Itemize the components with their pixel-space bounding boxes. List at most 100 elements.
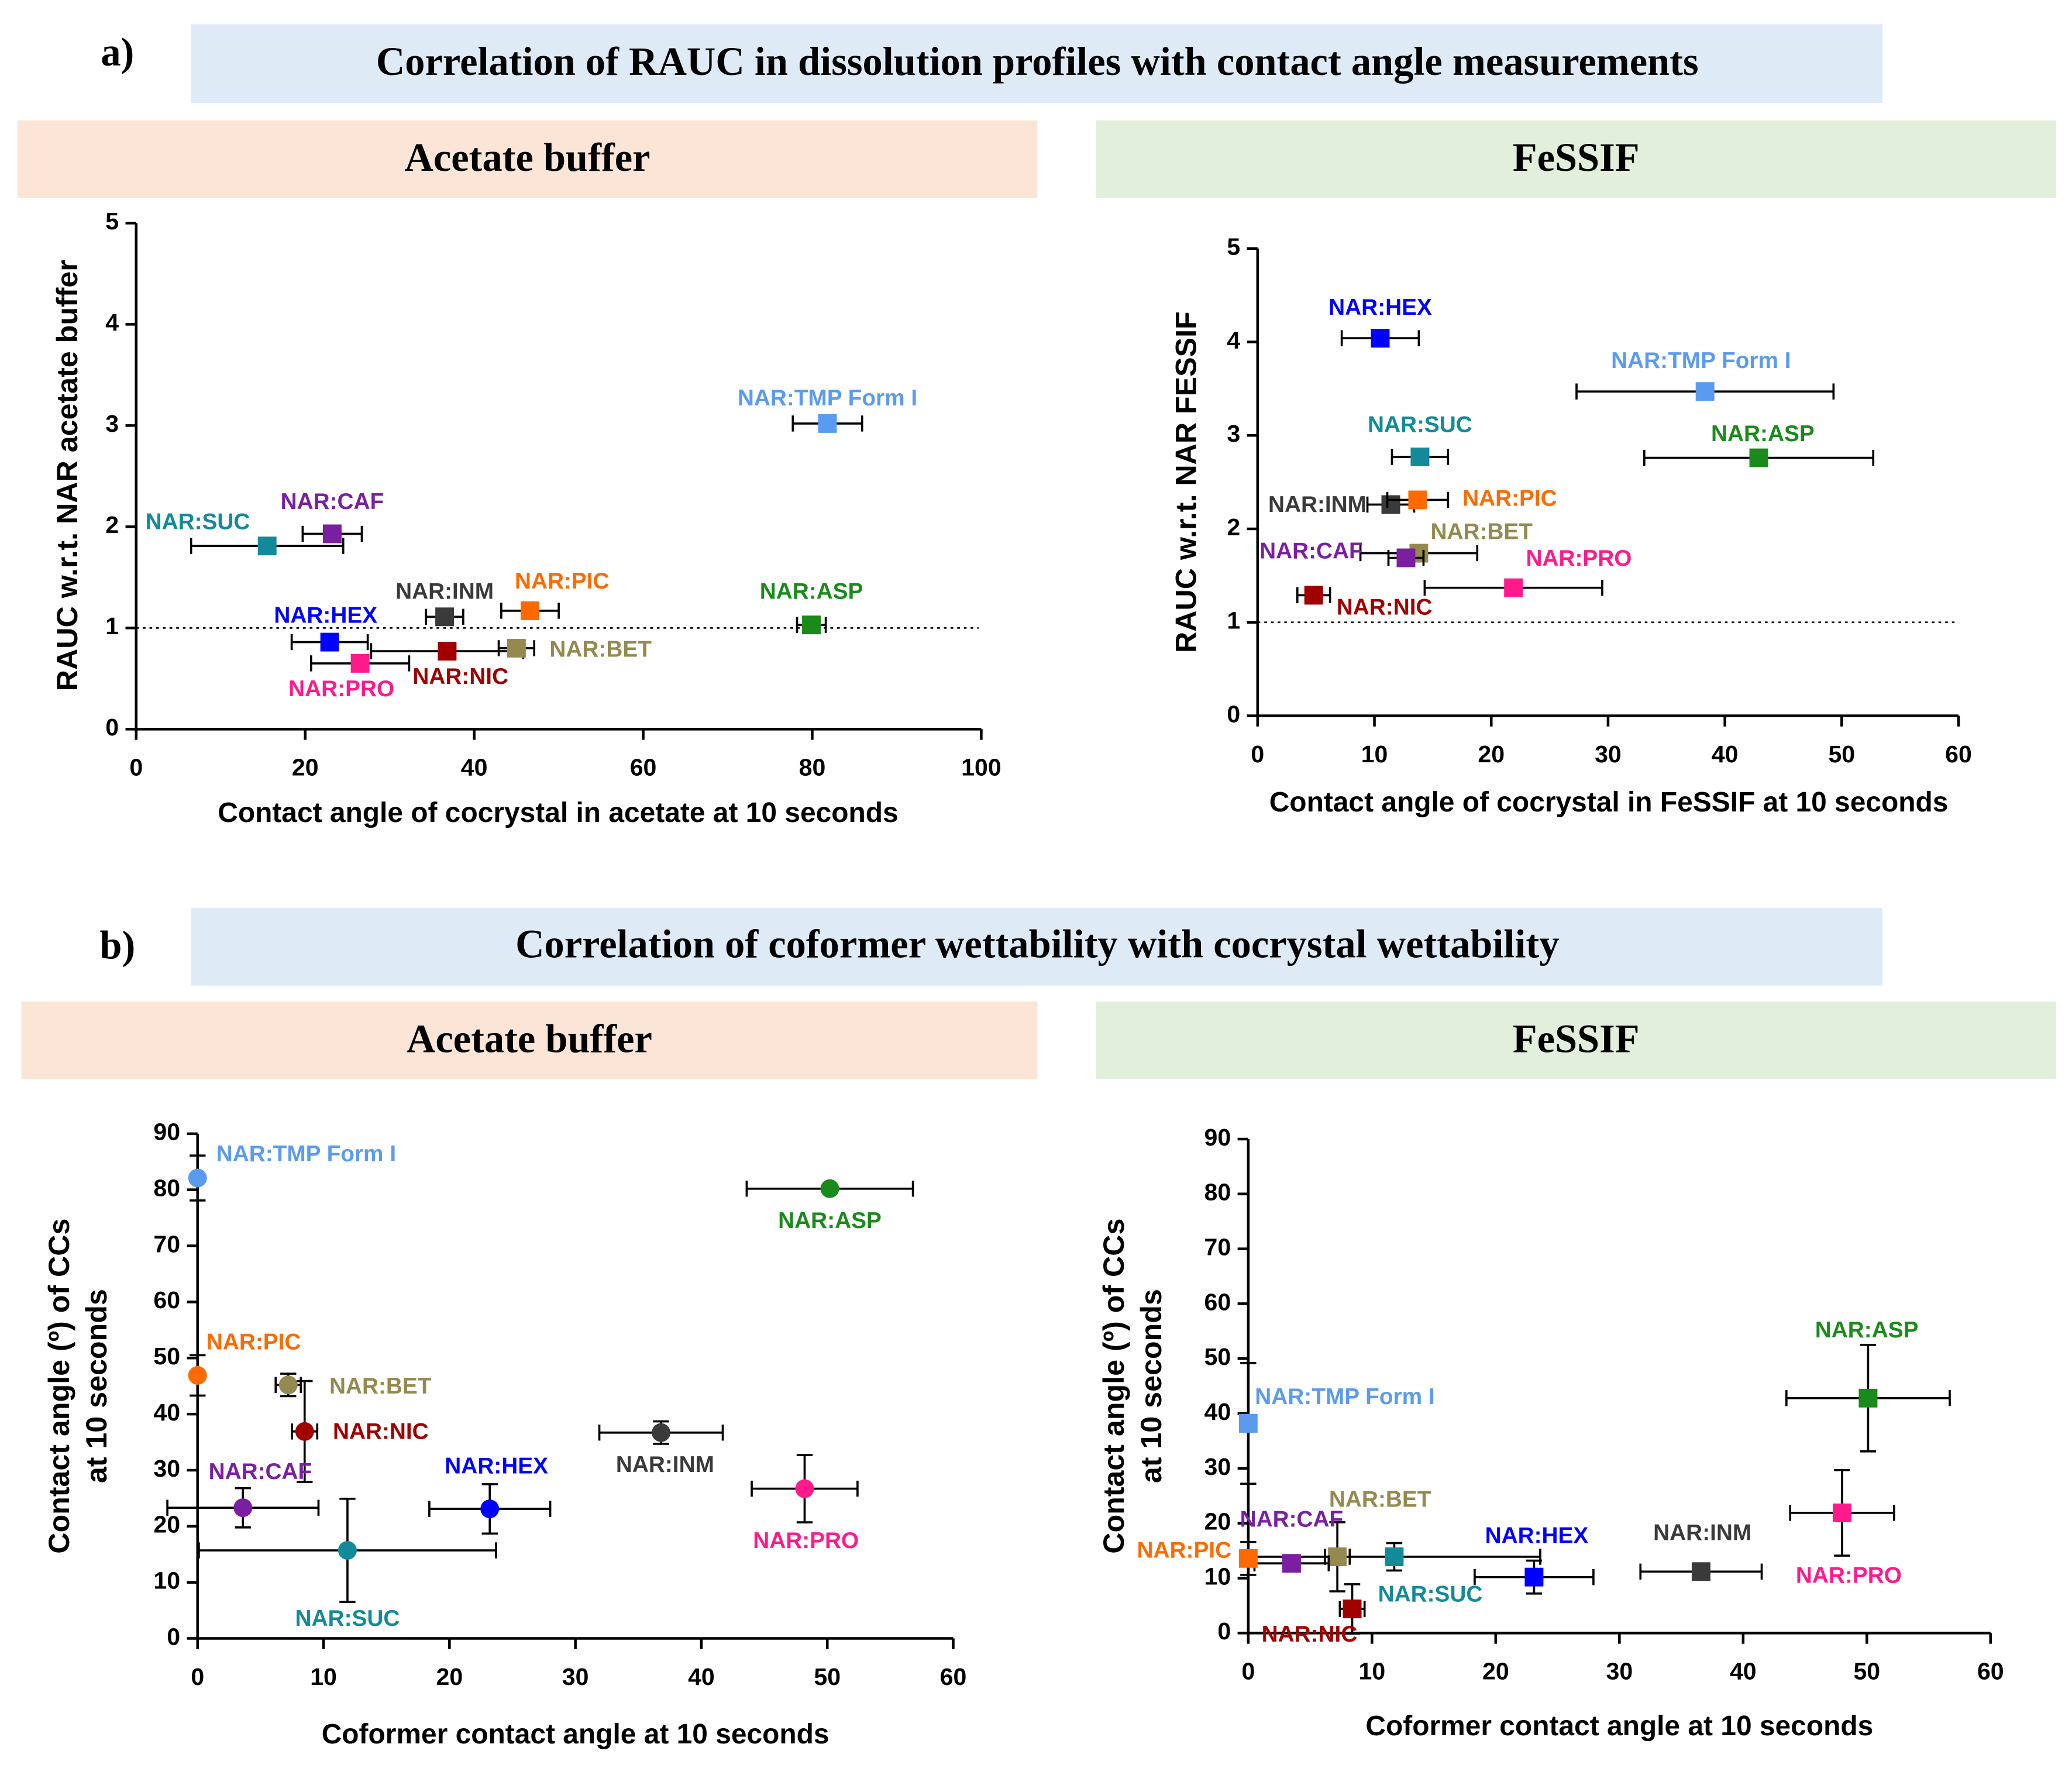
y-tick-label: 30: [1204, 1453, 1231, 1480]
point: [1396, 548, 1416, 567]
y-tick-label: 90: [1204, 1124, 1231, 1151]
y-tick-label: 2: [105, 511, 119, 538]
point: [257, 536, 277, 556]
point: [1695, 382, 1715, 401]
panel-label: b): [99, 923, 135, 968]
point: [233, 1498, 253, 1518]
point: [438, 642, 457, 661]
point-label: NAR:CAF: [209, 1459, 312, 1484]
panel-header: [1096, 1001, 2056, 1079]
y-tick-label: 0: [1227, 700, 1240, 727]
point-label: NAR:INM: [395, 579, 494, 604]
y-tick-label: 2: [1227, 514, 1240, 541]
y-axis-label: at 10 seconds: [80, 1289, 113, 1483]
chart-title: FeSSIF: [1513, 1016, 1640, 1061]
point: [1504, 578, 1523, 597]
y-tick-label: 0: [105, 714, 119, 741]
point: [435, 607, 455, 627]
panel-header: [1096, 120, 2056, 198]
y-tick-label: 5: [105, 208, 119, 235]
panel-header: [17, 120, 1038, 198]
point: [320, 632, 339, 652]
point-label: NAR:HEX: [1328, 295, 1432, 320]
x-tick-label: 20: [1478, 741, 1505, 768]
point-label: NAR:NIC: [333, 1419, 429, 1444]
point-label: NAR:INM: [1268, 492, 1367, 517]
y-tick-label: 30: [153, 1455, 180, 1482]
y-tick-label: 60: [1204, 1288, 1231, 1315]
y-tick-label: 1: [1227, 607, 1240, 634]
point-label: NAR:PRO: [753, 1528, 859, 1553]
x-axis-label: Coformer contact angle at 10 seconds: [322, 1719, 830, 1750]
x-tick-label: 40: [461, 754, 488, 781]
y-axis-label: RAUC w.r.t. NAR FESSIF: [1169, 311, 1202, 653]
y-tick-label: 80: [1204, 1179, 1231, 1206]
x-tick-label: 20: [292, 754, 319, 781]
banner: [191, 908, 1882, 986]
x-tick-label: 80: [799, 754, 826, 781]
point: [1385, 1547, 1404, 1566]
x-tick-label: 30: [1606, 1658, 1633, 1685]
x-tick-label: 30: [1595, 741, 1622, 768]
y-tick-label: 10: [1204, 1563, 1231, 1590]
x-tick-label: 40: [1712, 741, 1739, 768]
x-tick-label: 50: [814, 1663, 841, 1690]
y-tick-label: 1: [105, 613, 119, 639]
point-label: NAR:TMP Form I: [1611, 348, 1791, 373]
point: [1238, 1414, 1258, 1433]
point: [795, 1479, 814, 1498]
point-label: NAR:SUC: [295, 1606, 400, 1631]
point: [1371, 329, 1390, 348]
x-tick-label: 20: [436, 1663, 463, 1690]
chart-title: Acetate buffer: [404, 135, 650, 180]
panel-label: a): [101, 30, 134, 74]
point-label: NAR:PRO: [288, 676, 394, 701]
point-label: NAR:NIC: [412, 664, 508, 689]
x-tick-label: 20: [1482, 1658, 1509, 1685]
point: [521, 601, 539, 620]
point: [1691, 1562, 1710, 1581]
point-label: NAR:HEX: [445, 1454, 548, 1479]
y-tick-label: 50: [1204, 1343, 1231, 1370]
point-label: NAR:PIC: [1137, 1538, 1232, 1563]
point: [1381, 495, 1400, 514]
point: [278, 1375, 298, 1395]
point-label: NAR:SUC: [146, 510, 250, 535]
point: [818, 414, 837, 433]
point-label: NAR:TMP Form I: [738, 386, 917, 411]
point-label: NAR:ASP: [760, 579, 863, 604]
y-tick-label: 70: [153, 1230, 180, 1257]
point-label: NAR:BET: [549, 637, 652, 662]
point: [652, 1423, 671, 1442]
x-tick-label: 60: [630, 754, 657, 781]
point: [820, 1179, 839, 1198]
point: [507, 638, 526, 658]
point-label: NAR:TMP Form I: [1255, 1384, 1434, 1409]
y-tick-label: 70: [1204, 1233, 1231, 1260]
point-label: NAR:INM: [1653, 1521, 1751, 1546]
point: [1410, 448, 1430, 466]
x-axis-label: Coformer contact angle at 10 seconds: [1365, 1711, 1873, 1742]
y-tick-label: 0: [167, 1623, 180, 1650]
point-label: NAR:ASP: [1815, 1318, 1919, 1343]
point-label: NAR:INM: [616, 1452, 714, 1477]
point: [1282, 1554, 1301, 1573]
y-axis-label: RAUC w.r.t. NAR acetate buffer: [51, 260, 84, 691]
x-tick-label: 10: [310, 1663, 337, 1690]
y-tick-label: 0: [1217, 1618, 1231, 1645]
point-label: NAR:TMP Form I: [216, 1141, 396, 1167]
point-label: NAR:PIC: [515, 569, 610, 594]
point-label: NAR:BET: [1329, 1487, 1431, 1512]
y-tick-label: 20: [1204, 1508, 1231, 1535]
x-tick-label: 40: [1730, 1658, 1757, 1685]
y-tick-label: 50: [153, 1343, 180, 1370]
x-tick-label: 60: [940, 1663, 967, 1690]
y-tick-label: 80: [153, 1175, 180, 1202]
point-label: NAR:BET: [329, 1374, 432, 1399]
banner: [191, 24, 1882, 103]
x-axis-label: Contact angle of cocrystal in acetate at…: [218, 797, 898, 828]
y-tick-label: 60: [153, 1286, 180, 1313]
point: [188, 1168, 207, 1188]
point: [295, 1422, 314, 1441]
